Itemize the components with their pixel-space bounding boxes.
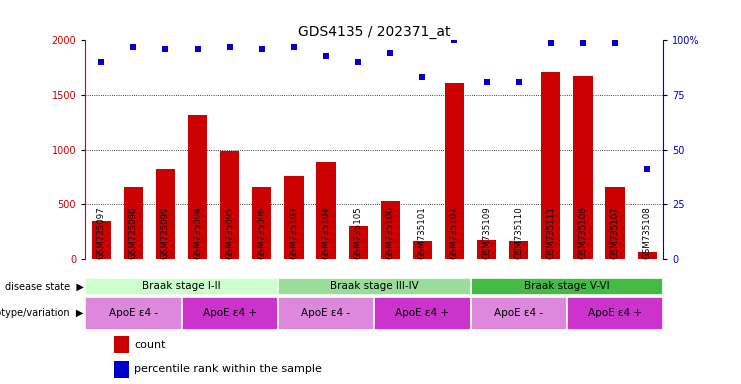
Point [224,44,236,50]
Point [416,74,428,81]
Bar [374,297,471,330]
Bar [114,336,129,353]
Text: ApoE ε4 -: ApoE ε4 - [109,308,158,318]
Point [352,59,364,65]
Text: Braak stage III-IV: Braak stage III-IV [330,281,419,291]
Bar [278,297,374,330]
Text: GSM735110: GSM735110 [514,206,523,259]
Bar [348,226,368,259]
Text: GSM735100: GSM735100 [386,206,395,259]
Bar [188,114,207,259]
Point [609,40,621,46]
Bar [85,278,278,295]
Text: GSM735102: GSM735102 [450,206,459,259]
Bar [477,240,496,259]
Bar [252,187,271,259]
Text: GSM735104: GSM735104 [322,206,330,259]
Text: count: count [134,340,166,350]
Bar [85,297,182,330]
Text: GSM735098: GSM735098 [129,206,138,259]
Point [385,50,396,56]
Bar [278,278,471,295]
Text: percentile rank within the sample: percentile rank within the sample [134,364,322,374]
Point [545,40,556,46]
Text: ApoE ε4 +: ApoE ε4 + [588,308,642,318]
Text: ApoE ε4 -: ApoE ε4 - [494,308,543,318]
Point [96,59,107,65]
Bar [471,278,663,295]
Bar [156,169,175,259]
Bar [541,72,560,259]
Bar [637,252,657,259]
Text: GSM735094: GSM735094 [193,206,202,259]
Bar [182,297,278,330]
Text: ApoE ε4 +: ApoE ε4 + [203,308,256,318]
Text: disease state  ▶: disease state ▶ [4,281,84,291]
Point [192,46,204,52]
Text: GSM735101: GSM735101 [418,206,427,259]
Text: GSM735095: GSM735095 [225,206,234,259]
Bar [509,241,528,259]
Text: Braak stage V-VI: Braak stage V-VI [524,281,610,291]
Bar [114,361,129,378]
Bar [220,151,239,259]
Text: Braak stage I-II: Braak stage I-II [142,281,221,291]
Bar [316,162,336,259]
Point [577,40,589,46]
Point [320,53,332,59]
Bar [285,176,304,259]
Point [481,79,493,85]
Bar [471,297,567,330]
Bar [567,297,663,330]
Text: GSM735105: GSM735105 [353,206,362,259]
Text: GSM735107: GSM735107 [611,206,619,259]
Point [641,166,653,172]
Text: GSM735106: GSM735106 [579,206,588,259]
Text: ApoE ε4 +: ApoE ε4 + [396,308,449,318]
Text: GSM735096: GSM735096 [257,206,266,259]
Bar [605,187,625,259]
Text: GSM735108: GSM735108 [642,206,651,259]
Text: GSM735111: GSM735111 [546,206,555,259]
Point [513,79,525,85]
Text: GSM735103: GSM735103 [290,206,299,259]
Bar [92,220,111,259]
Point [256,46,268,52]
Bar [381,201,400,259]
Point [127,44,139,50]
Text: genotype/variation  ▶: genotype/variation ▶ [0,308,84,318]
Text: GSM735097: GSM735097 [97,206,106,259]
Bar [413,241,432,259]
Text: GSM735109: GSM735109 [482,206,491,259]
Text: ApoE ε4 -: ApoE ε4 - [302,308,350,318]
Point [288,44,300,50]
Title: GDS4135 / 202371_at: GDS4135 / 202371_at [298,25,451,39]
Bar [445,83,464,259]
Text: GSM735099: GSM735099 [161,206,170,259]
Point [159,46,171,52]
Point [448,37,460,43]
Bar [124,187,143,259]
Bar [574,76,593,259]
